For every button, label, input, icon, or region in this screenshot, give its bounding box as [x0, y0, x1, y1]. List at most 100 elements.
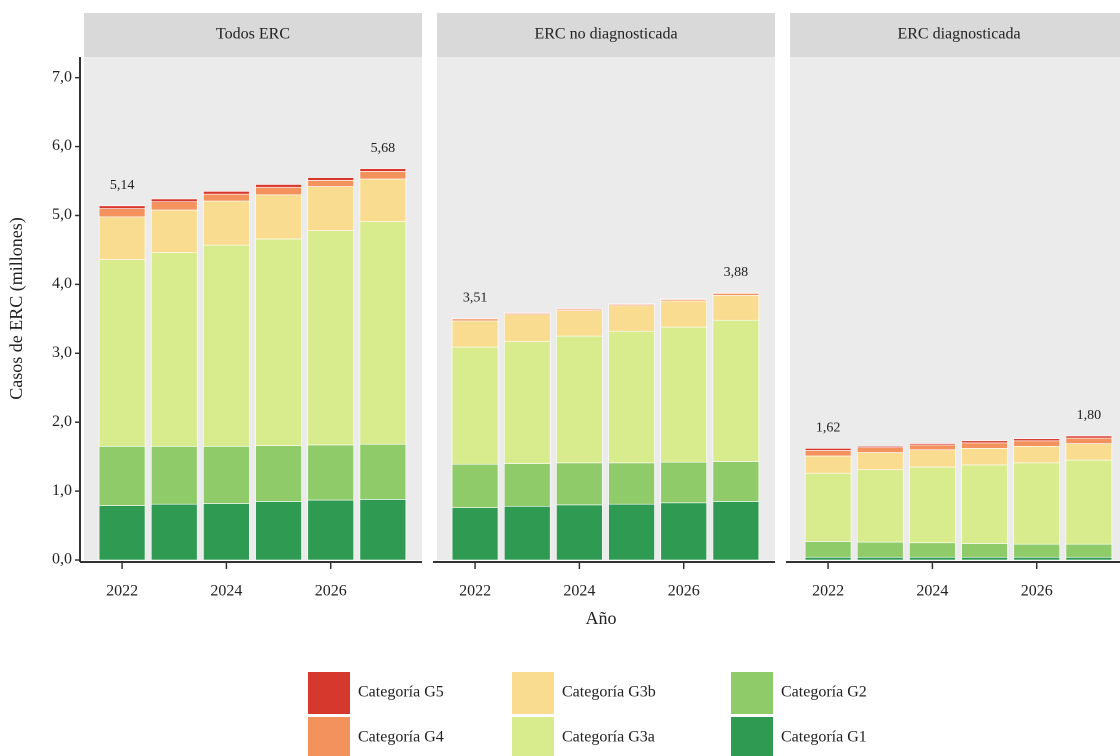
bar-segment [1013, 438, 1060, 442]
bar-segment [1065, 556, 1113, 561]
total-label: 5,68 [371, 141, 396, 156]
bar-segment [608, 462, 655, 505]
bar-segment [804, 541, 852, 558]
y-tick-label: 3,0 [52, 344, 72, 361]
bar-segment [961, 442, 1008, 449]
strip [84, 13, 422, 57]
bar-segment [307, 186, 354, 231]
bar-segment [961, 448, 1008, 466]
bar-segment [856, 446, 904, 448]
bar-segment [359, 168, 407, 172]
bar-segment [712, 293, 760, 296]
y-tick-label: 1,0 [52, 482, 72, 499]
bar-segment [255, 501, 302, 561]
bar-segment [503, 341, 551, 464]
bar-segment [1013, 462, 1060, 545]
bar-segment [961, 440, 1008, 444]
bar-segment [712, 295, 760, 321]
bar-segment [804, 450, 852, 457]
bar-segment [1065, 437, 1113, 444]
legend-swatch [308, 672, 350, 714]
bar-segment [804, 472, 852, 542]
bar-segment [1065, 543, 1113, 558]
bar-segment [556, 335, 603, 464]
panel-title: ERC diagnosticada [897, 26, 1020, 43]
bar-segment [608, 303, 655, 305]
bar-segment [255, 238, 302, 446]
bar-segment [503, 314, 551, 342]
bar-segment [150, 252, 198, 447]
bar-segment [98, 446, 146, 506]
bar-segment [1065, 435, 1113, 439]
y-axis-title: Casos de ERC (millones) [6, 217, 27, 400]
strip [790, 13, 1120, 57]
bar-segment [359, 221, 407, 445]
bar-segment [712, 501, 760, 561]
bar-segment [856, 556, 904, 561]
bar-segment [98, 216, 146, 260]
bar-segment [307, 230, 354, 446]
bar-segment [804, 556, 852, 561]
x-axis-title: Año [586, 608, 617, 628]
bar-segment [660, 502, 707, 561]
bar-segment [150, 201, 198, 211]
bar-segment [1013, 440, 1060, 447]
bar-segment [150, 209, 198, 253]
bar-segment [203, 191, 250, 195]
x-tick-label: 2022 [459, 583, 491, 600]
bar-segment [307, 180, 354, 187]
bar-segment [856, 541, 904, 558]
bar-segment [909, 449, 956, 468]
total-label: 1,80 [1077, 408, 1102, 423]
bar-segment [451, 507, 499, 561]
bar-segment [307, 444, 354, 501]
legend-label: Categoría G1 [781, 729, 867, 746]
bar-segment [451, 346, 499, 465]
bar-segment [660, 300, 707, 328]
bar-segment [255, 194, 302, 240]
bar-segment [909, 466, 956, 544]
x-tick-label: 2022 [106, 583, 138, 600]
bar-segment [712, 461, 760, 502]
bar-segment [608, 503, 655, 561]
bar-segment [255, 186, 302, 196]
strip [437, 13, 775, 57]
y-tick-label: 6,0 [52, 137, 72, 154]
panel-title: Todos ERC [216, 26, 290, 43]
bar-segment [451, 463, 499, 508]
bar-segment [712, 319, 760, 462]
y-tick-label: 2,0 [52, 413, 72, 430]
x-tick-label: 2026 [315, 583, 347, 600]
bar-segment [203, 200, 250, 246]
bar-segment [98, 505, 146, 561]
bar-segment [451, 317, 499, 320]
bar-segment [856, 469, 904, 543]
bar-segment [98, 205, 146, 209]
bar-segment [856, 452, 904, 471]
bar-segment [556, 308, 603, 310]
bar-segment [98, 208, 146, 218]
panel-title: ERC no diagnosticada [534, 26, 677, 43]
x-tick-label: 2024 [916, 583, 948, 600]
bar-segment [1013, 446, 1060, 464]
legend-swatch [512, 672, 554, 714]
legend-label: Categoría G3b [562, 684, 656, 701]
legend-swatch [731, 717, 773, 756]
bar-segment [909, 444, 956, 451]
bar-segment [1013, 556, 1060, 561]
x-tick-label: 2026 [1021, 583, 1053, 600]
legend-swatch [308, 717, 350, 756]
bar-segment [503, 505, 551, 561]
bar-segment [359, 443, 407, 500]
y-tick-label: 7,0 [52, 68, 72, 85]
bar-segment [503, 463, 551, 507]
y-tick-label: 0,0 [52, 551, 72, 568]
bar-segment [203, 193, 250, 202]
bar-segment [359, 171, 407, 180]
legend-label: Categoría G3a [562, 729, 655, 746]
bar-segment [98, 259, 146, 447]
x-tick-label: 2024 [563, 583, 595, 600]
total-label: 5,14 [110, 178, 135, 193]
